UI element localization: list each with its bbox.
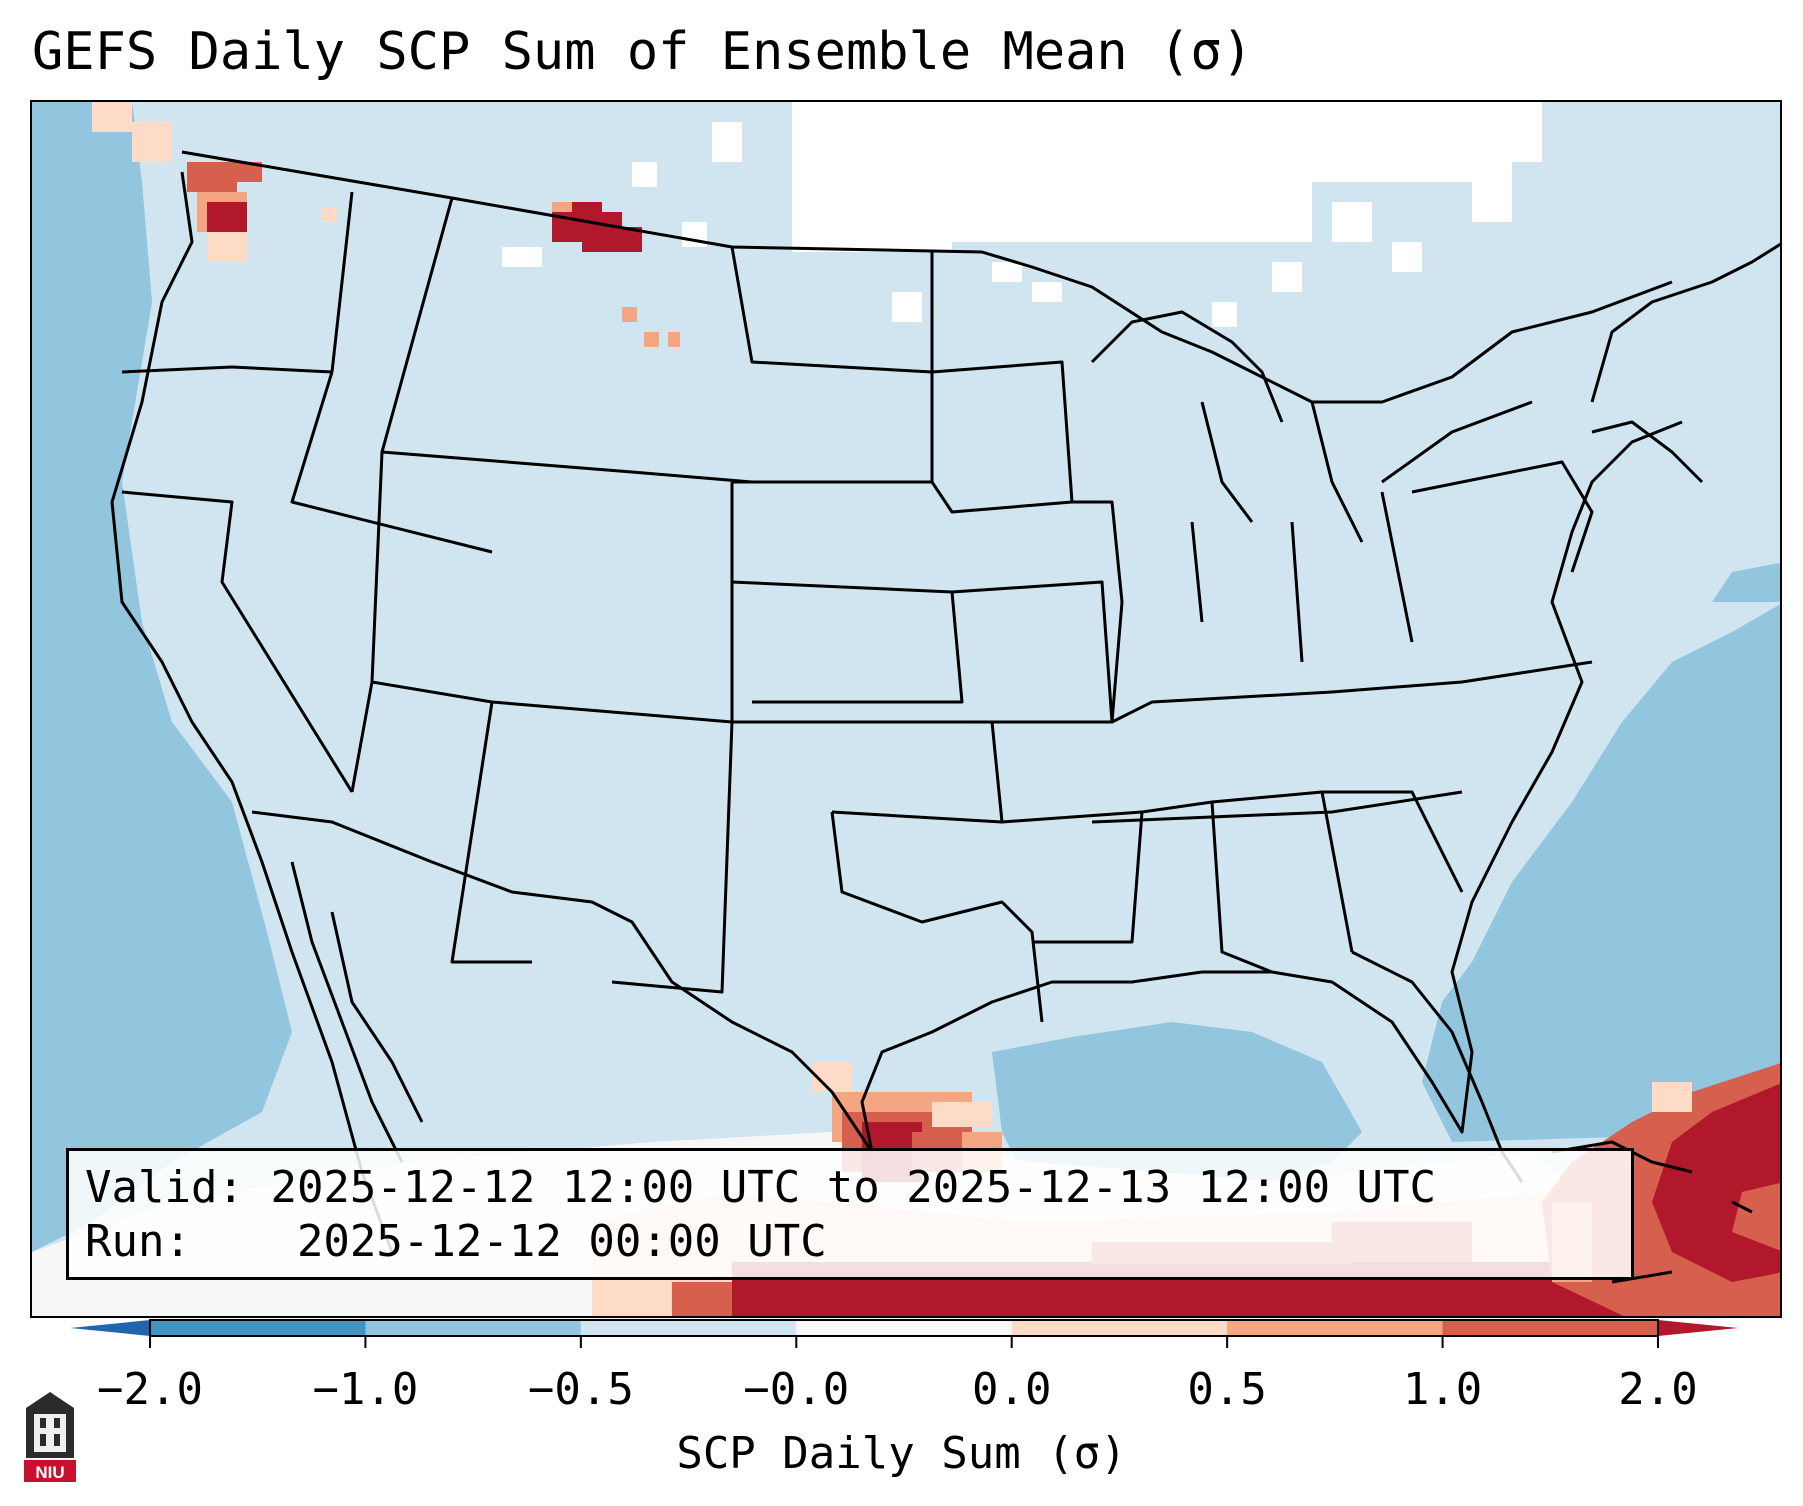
state-ut-co <box>370 451 734 724</box>
colorbar-tick-label: −2.0 <box>97 1364 203 1415</box>
colorbar-label: SCP Daily Sum (σ) <box>676 1428 1127 1479</box>
colorbar-tick-label: −0.5 <box>527 1364 634 1415</box>
field-positive-nw <box>92 102 337 262</box>
state-great-lakes <box>1090 310 1533 543</box>
us-canada-border <box>181 150 1673 404</box>
colorbar-over-triangle <box>1658 1320 1738 1336</box>
map-panel <box>30 100 1782 1318</box>
colorbar-tick-label: −0.0 <box>743 1364 850 1415</box>
colorbar-tick-label: 2.0 <box>1618 1364 1698 1415</box>
colorbar-bin <box>580 1320 797 1336</box>
scp-map <box>32 102 1780 1316</box>
niu-logo-text: NIU <box>35 1463 64 1482</box>
run-value: 2025-12-12 00:00 UTC <box>296 1216 827 1267</box>
baja <box>290 861 424 1163</box>
field-ocean-east <box>1422 562 1780 1142</box>
state-ms-al-ga <box>1141 790 1464 974</box>
colorbar-bin <box>796 1320 1013 1336</box>
state-tx <box>830 811 1044 1023</box>
colorbar-bin <box>150 1320 366 1336</box>
state-ne <box>1411 242 1780 573</box>
west-coast <box>110 171 394 1253</box>
state-az-nm <box>350 681 734 994</box>
state-dakotas <box>730 246 934 484</box>
field-positive-montana <box>552 202 680 347</box>
colorbar-under-triangle <box>70 1320 150 1336</box>
state-il-in-oh <box>1072 491 1414 723</box>
field-ocean-west <box>32 102 292 1252</box>
state-tn-ky <box>1091 660 1593 824</box>
state-id <box>290 191 493 554</box>
map-title: GEFS Daily SCP Sum of Ensemble Mean (σ) <box>32 22 1253 82</box>
state-ca-nv <box>121 490 354 793</box>
run-label: Run: <box>85 1216 191 1267</box>
valid-info-box: Valid: 2025-12-12 12:00 UTC to 2025-12-1… <box>66 1148 1634 1280</box>
colorbar-bin <box>1011 1320 1228 1336</box>
colorbar-bin <box>1442 1320 1659 1336</box>
state-ne-ks-ok <box>731 580 1004 824</box>
state-mt-wy <box>380 197 753 484</box>
niu-logo-icon: NIU <box>24 1392 76 1482</box>
state-or-wa <box>121 365 333 374</box>
colorbar-bin <box>1227 1320 1444 1336</box>
state-ar-la <box>1001 810 1144 944</box>
valid-value: 2025-12-12 12:00 UTC to 2025-12-13 12:00… <box>270 1162 1437 1213</box>
borders <box>110 150 1780 1284</box>
mexico-border <box>251 810 874 1153</box>
gulf-coast <box>860 420 1683 1153</box>
field-zero-north <box>502 102 1542 327</box>
colorbar-tick-label: 0.5 <box>1187 1364 1267 1415</box>
colorbar-bin <box>365 1320 582 1336</box>
colorbar-tick-label: 0.0 <box>971 1364 1052 1415</box>
colorbar <box>70 1319 1738 1348</box>
colorbar-tick-label: 1.0 <box>1402 1364 1483 1415</box>
colorbar-tick-label: −1.0 <box>312 1364 419 1415</box>
valid-label: Valid: <box>85 1162 244 1213</box>
